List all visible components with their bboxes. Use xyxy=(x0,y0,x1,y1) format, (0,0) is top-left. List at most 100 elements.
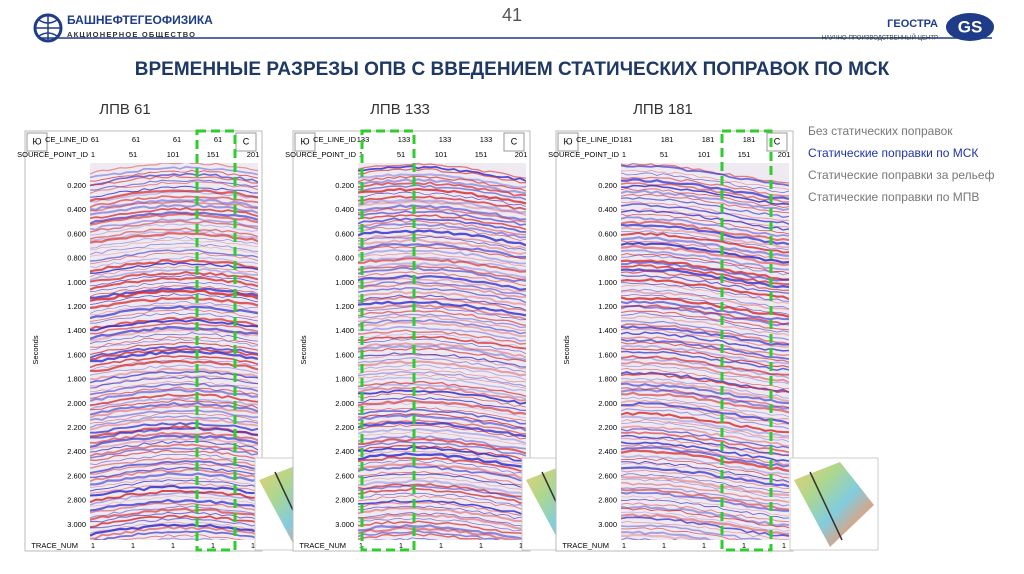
seismic-reflector xyxy=(358,257,526,273)
seismic-reflector xyxy=(90,249,258,262)
seismic-bg xyxy=(358,163,526,540)
seismic-reflector xyxy=(90,472,258,486)
seismic-reflector xyxy=(90,404,258,419)
seismic-reflector xyxy=(621,537,678,540)
seismic-reflector xyxy=(358,245,526,260)
y-tick-label: 0.800 xyxy=(335,254,354,263)
seismic-reflector xyxy=(90,232,258,244)
seismic-reflector xyxy=(621,201,789,222)
seismic-reflector xyxy=(90,195,258,209)
seismic-reflector xyxy=(358,274,526,291)
seismic-reflector xyxy=(621,360,789,384)
seismic-reflector xyxy=(621,408,789,430)
seismic-reflector xyxy=(621,253,789,275)
seismic-reflector xyxy=(621,290,789,311)
seismic-reflector xyxy=(358,184,526,201)
seismic-reflector xyxy=(90,376,258,389)
seismic-reflector xyxy=(621,226,789,249)
seismic-reflector xyxy=(621,176,789,197)
seismic-reflector xyxy=(90,466,258,479)
line-id: 181 xyxy=(661,135,674,144)
seismic-reflector xyxy=(90,440,258,453)
seismic-reflector xyxy=(358,518,526,532)
seismic-reflector xyxy=(358,370,526,388)
seismic-reflector xyxy=(621,405,789,425)
seismic-reflector xyxy=(621,458,789,479)
seismic-reflector xyxy=(358,207,526,223)
north-label: С xyxy=(774,136,781,146)
seismic-reflector xyxy=(358,462,526,480)
y-tick-label: 1.200 xyxy=(67,302,86,311)
seismic-reflector xyxy=(358,456,526,472)
seismic-reflector xyxy=(156,537,228,540)
source-id: 101 xyxy=(167,150,180,159)
seismic-reflector xyxy=(358,168,526,184)
seismic-reflector xyxy=(358,492,526,508)
legend-item: Без статических поправок xyxy=(808,124,953,138)
y-tick-label: 1.400 xyxy=(67,326,86,335)
seismic-reflector xyxy=(90,422,258,434)
seismic-reflector xyxy=(90,217,258,231)
seismic-reflector xyxy=(90,341,258,356)
seismic-reflector xyxy=(621,434,789,456)
north-box xyxy=(503,132,525,152)
seismic-reflector xyxy=(358,428,526,445)
seismic-reflector xyxy=(358,396,526,412)
seismic-reflector xyxy=(621,437,789,457)
trace-num: 1 xyxy=(91,541,95,550)
seismic-reflector xyxy=(621,261,789,282)
seismic-reflector xyxy=(621,473,789,494)
page-number: 41 xyxy=(502,5,522,25)
seismic-reflector xyxy=(358,294,526,311)
seismic-reflector xyxy=(90,319,258,332)
seismic-reflector xyxy=(621,431,789,454)
seismic-reflector xyxy=(621,197,789,218)
y-axis-label: Seconds xyxy=(31,335,40,364)
line-id: 181 xyxy=(620,135,633,144)
seismic-reflector xyxy=(621,475,789,497)
seismic-reflector xyxy=(90,328,258,343)
seismic-reflector xyxy=(358,505,526,519)
seismic-reflector xyxy=(621,274,789,294)
line-id: 61 xyxy=(173,135,181,144)
seismic-reflector xyxy=(621,350,789,371)
seismic-reflector xyxy=(90,517,258,529)
seismic-reflector xyxy=(621,325,789,346)
seismic-reflector xyxy=(90,265,258,278)
seismic-reflector xyxy=(621,466,789,488)
seismic-reflector xyxy=(621,203,789,225)
seismic-reflector xyxy=(358,277,526,293)
seismic-reflector xyxy=(358,507,526,523)
trace-num: 1 xyxy=(662,541,666,550)
seismic-reflector xyxy=(90,418,258,431)
seismic-reflector xyxy=(621,341,789,363)
seismic-reflector xyxy=(358,335,526,350)
y-tick-label: 3.000 xyxy=(67,520,86,529)
seismic-reflector xyxy=(358,352,526,368)
seismic-reflector xyxy=(358,406,526,422)
seismic-reflector xyxy=(621,411,789,434)
source-id: 201 xyxy=(515,150,528,159)
seismic-reflector xyxy=(358,487,526,504)
trace-num: 1 xyxy=(251,541,255,550)
seismic-reflector xyxy=(358,318,526,335)
seismic-reflector xyxy=(90,165,258,179)
south-box xyxy=(294,132,316,152)
seismic-reflector xyxy=(621,354,789,376)
seismic-reflector xyxy=(90,502,258,514)
seismic-reflector xyxy=(90,316,258,331)
seismic-reflector xyxy=(358,271,526,287)
source-id: 51 xyxy=(660,150,668,159)
seismic-reflector xyxy=(90,514,258,528)
trace-num: 1 xyxy=(702,541,706,550)
seismic-reflector xyxy=(621,304,789,326)
seismic-reflector xyxy=(90,281,258,292)
seismic-reflector xyxy=(621,462,789,484)
seismic-reflector xyxy=(90,198,258,211)
seismic-reflector xyxy=(90,345,258,359)
seismic-reflector xyxy=(621,502,789,523)
seismic-reflector xyxy=(90,227,258,240)
seismic-reflector xyxy=(90,386,258,399)
source-id: 151 xyxy=(207,150,220,159)
